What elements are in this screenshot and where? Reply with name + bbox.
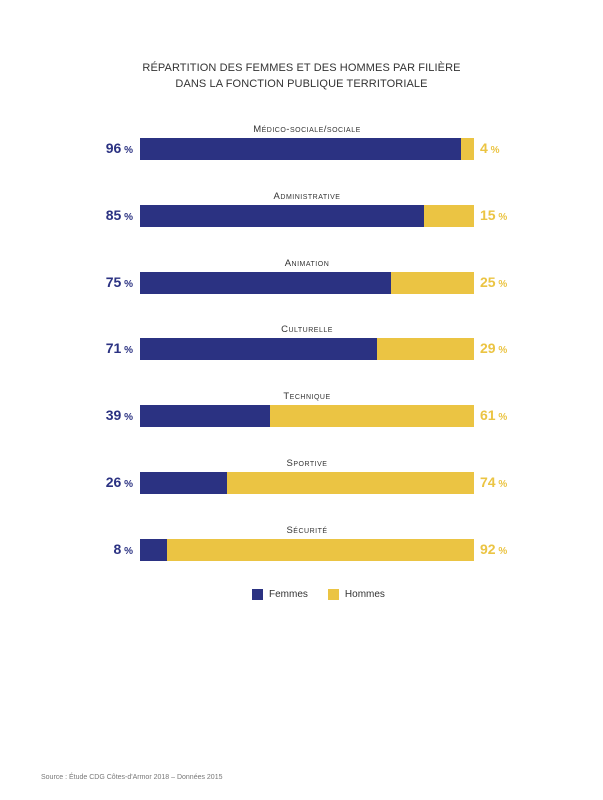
bar-hommes	[423, 204, 474, 227]
stacked-bar	[140, 538, 474, 561]
value-label-femmes: 85 %	[105, 206, 133, 223]
stacked-bar	[140, 405, 474, 428]
category-label: Sportive	[286, 458, 328, 469]
value-label-hommes: 92 %	[480, 540, 508, 557]
value-label-femmes: 96 %	[105, 140, 133, 156]
value-label-femmes: 39 %	[105, 407, 133, 424]
value-label-hommes: 74 %	[480, 474, 508, 490]
legend-swatch-hommes	[327, 589, 339, 600]
legend-label-femmes: Femmes	[269, 589, 308, 600]
value-label-hommes: 61 %	[480, 407, 508, 424]
value-label-hommes: 4 %	[480, 140, 500, 156]
bar-femmes	[140, 138, 461, 160]
stacked-bar	[140, 138, 474, 160]
value-label-hommes: 29 %	[480, 340, 508, 357]
title-line-2: DANS LA FONCTION PUBLIQUE TERRITORIALE	[175, 78, 428, 90]
bar-femmes	[140, 204, 424, 227]
legend-swatch-femmes	[252, 589, 263, 600]
bar-row: Médico-sociale/sociale 96 % 4 %	[0, 124, 603, 174]
stacked-bar	[140, 271, 474, 294]
source-note: Source : Étude CDG Côtes-d'Armor 2018 – …	[41, 774, 223, 781]
stacked-bar	[140, 338, 474, 361]
legend: Femmes Hommes	[252, 589, 385, 600]
bar-femmes	[140, 405, 271, 428]
stacked-bar	[140, 472, 474, 494]
category-label: Sécurité	[286, 524, 328, 536]
bar-row: Sécurité 8 % 92 %	[0, 525, 603, 575]
stacked-bar	[140, 204, 474, 227]
bar-hommes	[270, 405, 474, 428]
bar-femmes	[140, 338, 378, 361]
value-label-femmes: 26 %	[105, 474, 133, 490]
category-label: Administrative	[273, 190, 341, 202]
value-label-femmes: 75 %	[105, 273, 133, 290]
category-label: Médico-sociale/sociale	[253, 124, 361, 135]
category-label: Culturelle	[281, 324, 333, 336]
value-label-femmes: 8 %	[113, 540, 133, 557]
bar-row: Culturelle 71 % 29 %	[0, 324, 603, 374]
title-line-1: RÉPARTITION DES FEMMES ET DES HOMMES PAR…	[142, 62, 461, 74]
bar-hommes	[166, 538, 474, 561]
bar-row: Sportive 26 % 74 %	[0, 458, 603, 508]
value-label-hommes: 25 %	[480, 273, 508, 290]
value-label-femmes: 71 %	[105, 340, 133, 357]
category-label: Technique	[283, 391, 331, 403]
chart-title: RÉPARTITION DES FEMMES ET DES HOMMES PAR…	[0, 60, 603, 92]
bar-hommes	[226, 472, 474, 494]
bar-femmes	[140, 271, 391, 294]
bar-hommes	[460, 138, 474, 160]
value-label-hommes: 15 %	[480, 206, 508, 223]
bar-hommes	[390, 271, 474, 294]
bar-row: Animation 75 % 25 %	[0, 258, 603, 308]
bar-hommes	[377, 338, 474, 361]
legend-label-hommes: Hommes	[344, 589, 385, 600]
bar-femmes	[140, 472, 227, 494]
category-label: Animation	[284, 257, 330, 269]
bar-femmes	[140, 538, 167, 561]
bar-row: Administrative 85 % 15 %	[0, 191, 603, 241]
bar-row: Technique 39 % 61 %	[0, 391, 603, 441]
